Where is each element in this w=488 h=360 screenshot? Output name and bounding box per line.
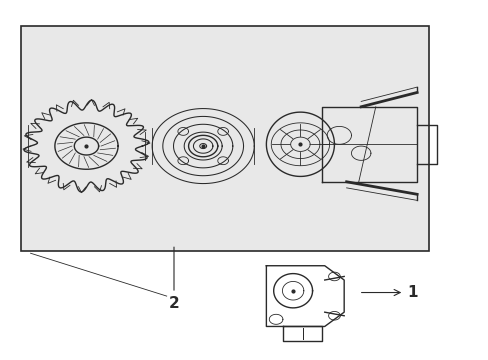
Text: 2: 2 xyxy=(168,247,179,311)
Text: 1: 1 xyxy=(361,285,417,300)
FancyBboxPatch shape xyxy=(21,26,428,251)
